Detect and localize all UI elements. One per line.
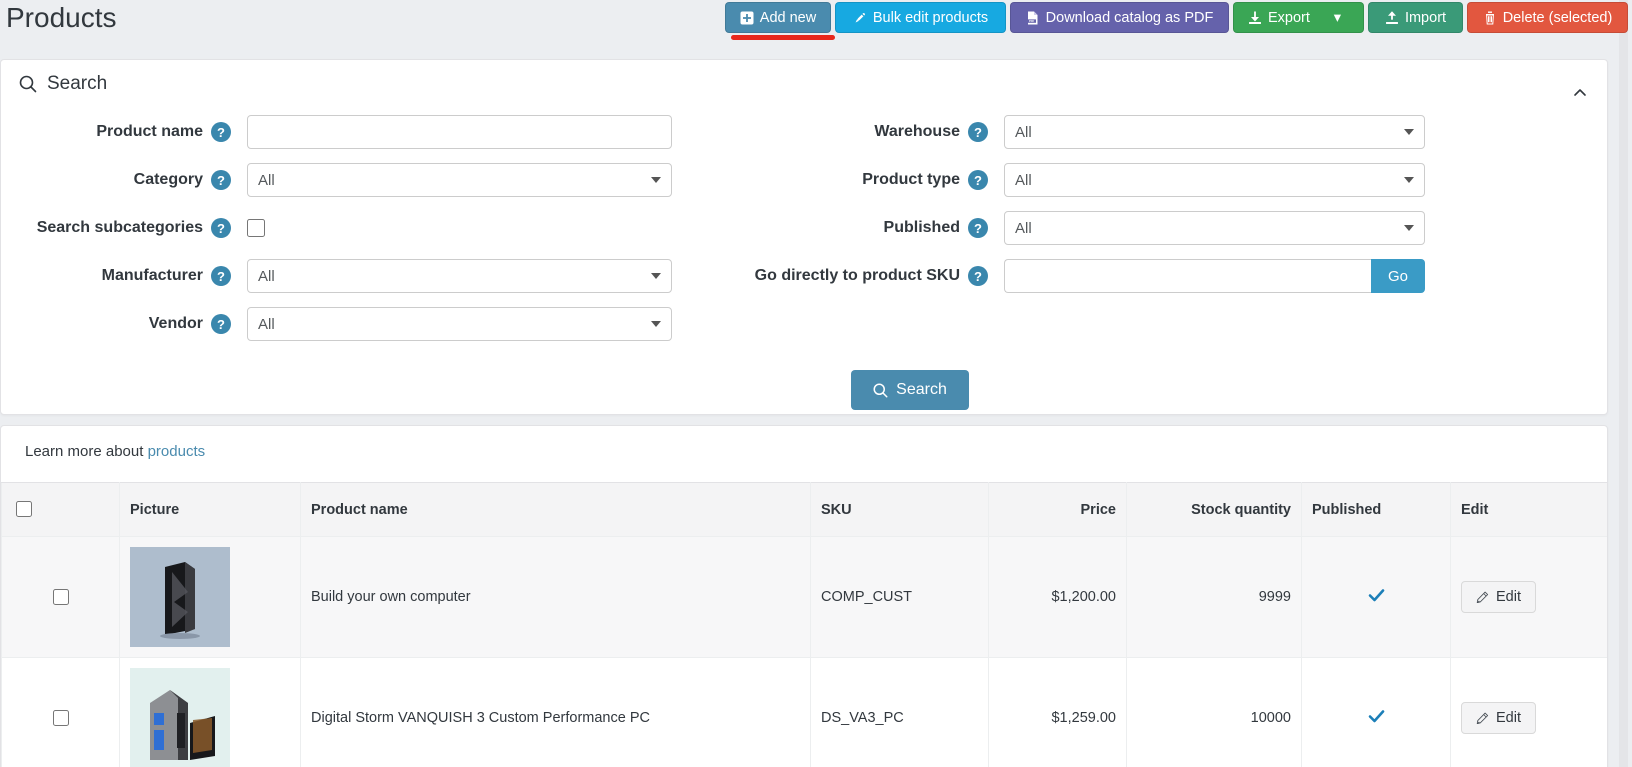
svg-text:PDF: PDF (1029, 19, 1035, 23)
